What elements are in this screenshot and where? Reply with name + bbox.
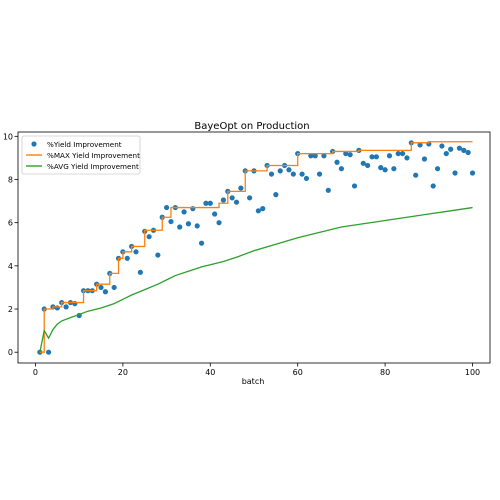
legend-box [21, 135, 141, 175]
data-point [430, 183, 436, 189]
data-point [369, 154, 375, 160]
data-point [190, 206, 196, 212]
data-point [137, 269, 143, 275]
data-point [312, 153, 318, 159]
legend-label: %MAX Yield Improvement [47, 151, 140, 160]
series-line-avg [39, 206, 473, 353]
data-point [273, 192, 279, 198]
y-tick-label: 2 [8, 305, 13, 314]
data-point [102, 289, 109, 295]
data-point [378, 165, 384, 171]
data-point [316, 171, 323, 177]
x-tick-label: 100 [465, 368, 480, 377]
data-point [334, 159, 340, 165]
data-point [111, 284, 117, 291]
data-point [54, 305, 60, 311]
data-point [391, 166, 397, 172]
x-tick-label: 60 [293, 368, 303, 377]
data-point [417, 142, 423, 148]
data-point [434, 166, 441, 172]
data-point [443, 150, 449, 157]
data-point [303, 175, 310, 182]
data-point [181, 209, 187, 215]
data-point [194, 223, 200, 229]
data-point [216, 220, 222, 226]
data-point [255, 208, 261, 214]
data-point [373, 154, 379, 160]
data-point [207, 200, 213, 206]
x-tick-label: 0 [33, 368, 38, 377]
x-tick-label: 40 [205, 368, 215, 377]
series-line-max [39, 141, 473, 353]
data-point [343, 150, 349, 157]
data-point [146, 234, 152, 240]
data-point [347, 152, 353, 158]
data-point [456, 145, 463, 151]
data-point [395, 150, 401, 157]
data-point [360, 160, 366, 166]
data-point [124, 255, 130, 261]
data-point [163, 204, 170, 211]
data-point [308, 153, 314, 159]
data-point [185, 221, 192, 227]
data-point [212, 211, 218, 217]
data-point [220, 197, 227, 203]
data-point [421, 156, 428, 162]
data-point [233, 199, 240, 205]
data-point [203, 200, 209, 206]
data-point [469, 170, 476, 176]
data-point [198, 240, 205, 246]
data-point [247, 195, 253, 201]
y-tick-label: 4 [8, 262, 13, 271]
data-point [63, 304, 69, 310]
data-point [277, 168, 283, 174]
y-tick-label: 10 [3, 132, 13, 141]
data-point [351, 183, 358, 189]
data-point [133, 249, 139, 255]
data-point [260, 206, 266, 212]
data-point [325, 187, 331, 193]
data-point [365, 162, 371, 169]
data-point [452, 170, 458, 176]
data-point [229, 195, 235, 201]
data-point [268, 171, 275, 177]
y-tick-label: 8 [8, 175, 13, 184]
legend-marker [31, 141, 37, 147]
data-layer [37, 140, 476, 355]
data-point [321, 153, 327, 159]
data-point [386, 153, 393, 159]
data-point [338, 166, 345, 172]
data-point [413, 172, 419, 178]
axes-frame [17, 131, 491, 364]
x-tick-label: 80 [380, 368, 390, 377]
axes-layer: 0 20 40 60 80 100 0 2 4 6 8 10 [3, 131, 491, 377]
data-point [461, 147, 467, 153]
data-point [399, 150, 406, 157]
legend-label: %Yield Improvement [47, 140, 122, 149]
data-point [168, 218, 174, 225]
data-point [448, 146, 454, 152]
data-point [286, 167, 292, 173]
data-point [72, 301, 78, 307]
data-point [45, 349, 52, 355]
legend-label: %AVG Yield Improvement [47, 162, 139, 171]
legend: %Yield Improvement %MAX Yield Improvement… [21, 135, 141, 175]
x-tick-label: 20 [118, 368, 128, 377]
data-point [382, 167, 388, 173]
x-axis-label: batch [242, 377, 265, 386]
data-point [177, 224, 183, 230]
data-point [439, 143, 445, 149]
data-point [155, 252, 161, 258]
chart-title: BayeOpt on Production [194, 121, 309, 132]
data-point [299, 171, 305, 177]
y-tick-label: 6 [8, 219, 13, 228]
data-point [290, 171, 296, 177]
data-point [404, 155, 410, 161]
data-point [465, 149, 471, 156]
y-tick-label: 0 [8, 348, 13, 357]
data-point [98, 284, 104, 291]
data-point [238, 185, 244, 191]
